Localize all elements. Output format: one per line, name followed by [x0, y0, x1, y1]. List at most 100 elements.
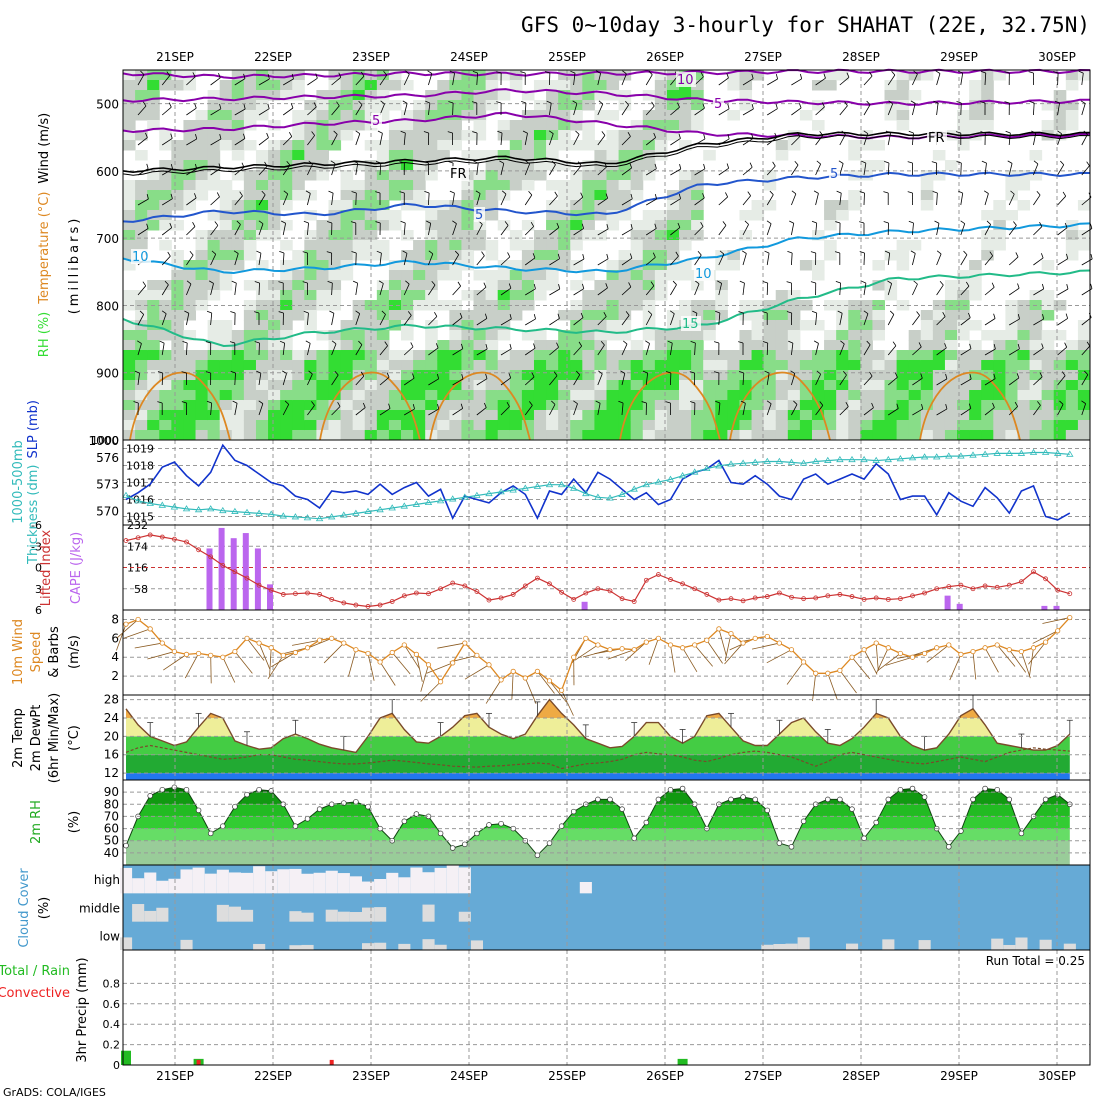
rh-cell [425, 390, 438, 401]
rh-cell [969, 90, 982, 101]
rh-cell [594, 190, 607, 201]
rh-cell [413, 130, 426, 141]
rh-cell [981, 380, 994, 391]
rh-cell [546, 410, 559, 421]
li-marker [752, 595, 758, 601]
wind-barb [1081, 196, 1092, 206]
wind-marker [486, 662, 492, 668]
rh-cell [171, 390, 184, 401]
rh-cell [558, 140, 571, 151]
thickness-marker [1029, 448, 1038, 455]
wind-barb-feather [625, 100, 629, 106]
wind-barb-feather [532, 253, 536, 259]
rh-cell [606, 180, 620, 191]
wind-barb-feather [813, 340, 819, 344]
wind-barb [437, 642, 465, 649]
rh-cell [654, 390, 668, 401]
wind-barb [887, 103, 894, 116]
wind-marker [921, 650, 928, 657]
rh-cell [836, 310, 849, 321]
wind-barb [403, 103, 408, 116]
li-marker [1019, 579, 1024, 585]
cloud-gap [204, 873, 217, 894]
rh-cell [1005, 430, 1018, 441]
rh-cell [654, 80, 668, 91]
temp-band [126, 754, 1070, 774]
thickness-marker [945, 452, 953, 459]
rh-cell [727, 350, 740, 361]
wind-barb [476, 407, 487, 416]
rh-cell [1053, 100, 1067, 111]
rh-cell [582, 180, 595, 191]
rh-cell [243, 220, 257, 231]
wind-barb-feather [603, 162, 607, 168]
wind-barb [403, 644, 420, 669]
rh-cell [521, 120, 535, 131]
rh-cell [473, 340, 487, 351]
wind-barb-feather [980, 131, 986, 134]
rh-cell [751, 320, 765, 331]
rh-cell [679, 350, 692, 361]
rh-cell [449, 120, 462, 131]
thickness-marker [424, 498, 433, 506]
date-tick-top: 24SEP [450, 50, 488, 64]
rh-cell [401, 410, 414, 421]
wind-barb-feather [231, 280, 237, 284]
rh-cell [630, 180, 644, 191]
li-marker [159, 534, 165, 540]
wind-barb-feather [161, 310, 167, 315]
rh-cell [679, 180, 692, 191]
rh-cell [485, 250, 499, 261]
rh-cell [763, 410, 777, 421]
rh-cell [1077, 330, 1091, 341]
rh-cell [473, 120, 487, 131]
rh-cell [123, 390, 136, 401]
rh-cell [1077, 420, 1091, 431]
wind-barb-feather [762, 281, 768, 284]
rh-cell [811, 260, 825, 271]
rh-cell [316, 430, 329, 441]
rh-cell [268, 140, 281, 151]
rh-cell [594, 350, 607, 361]
wind-barb [863, 133, 869, 146]
rh-cell [836, 390, 849, 401]
rh-cell [388, 170, 402, 181]
rh-cell [243, 320, 257, 331]
rh-cell [533, 340, 547, 351]
rh-cell [171, 220, 184, 231]
rh-cell [473, 180, 487, 191]
rh-cell [304, 240, 317, 251]
wind-barb-feather [654, 163, 657, 169]
wind-barb-feather [286, 161, 291, 166]
rh-cell [231, 120, 245, 131]
rh-cell [280, 140, 293, 151]
rh-cell [485, 170, 499, 181]
rh-cell [413, 270, 426, 281]
li-marker [946, 584, 952, 590]
rh-cell [666, 320, 680, 331]
rh-cell [824, 380, 837, 391]
wind-barb-feather [170, 164, 173, 170]
wind-marker [159, 640, 165, 646]
wind-barb-feather [331, 340, 337, 345]
rh-cell [594, 110, 607, 121]
rh-cell [268, 370, 281, 381]
wind-barb-feather [989, 251, 994, 257]
rh-cell [497, 320, 511, 331]
rh-cell [654, 410, 668, 421]
wind-barb-feather [471, 101, 477, 104]
wind-barb-feather [772, 161, 776, 167]
wind-barb [1033, 376, 1043, 386]
rh-cell [485, 210, 499, 221]
wind-barb-feather [981, 160, 987, 164]
rh-cell [533, 160, 547, 171]
wind-barb-feather [652, 252, 656, 258]
rh-cell [679, 380, 692, 391]
wind-barb-feather [481, 251, 485, 256]
rh-cell [183, 430, 197, 441]
wind-barb [885, 656, 913, 666]
cloud-gap [773, 943, 786, 950]
rh-cell [425, 160, 438, 171]
rh-cell [654, 280, 668, 291]
li-marker [292, 591, 298, 597]
